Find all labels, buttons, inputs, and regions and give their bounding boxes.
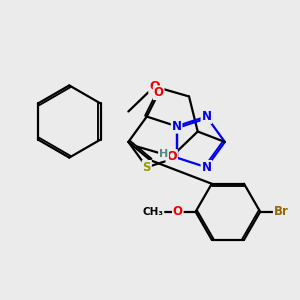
Text: S: S xyxy=(142,161,151,174)
Text: CH₃: CH₃ xyxy=(142,207,164,217)
Text: O: O xyxy=(173,205,183,218)
Text: O: O xyxy=(167,150,177,163)
Text: N: N xyxy=(201,110,212,123)
Text: Br: Br xyxy=(274,205,289,218)
Text: O: O xyxy=(154,86,164,99)
Text: H: H xyxy=(159,149,168,160)
Text: N: N xyxy=(201,161,212,174)
Text: N: N xyxy=(172,120,182,133)
Text: O: O xyxy=(149,80,160,93)
